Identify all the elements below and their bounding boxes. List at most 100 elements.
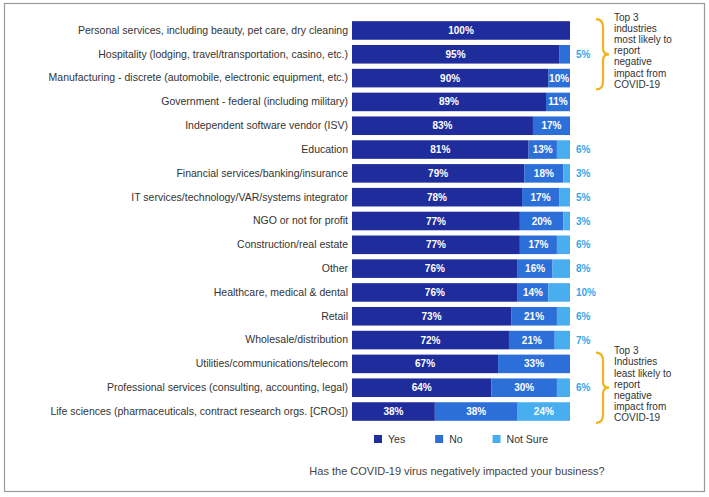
- data-label: 6%: [576, 311, 591, 322]
- bar-segment: [352, 259, 518, 278]
- y-tick: Retail: [321, 310, 348, 322]
- bar-segment: [570, 116, 571, 135]
- data-label: 24%: [534, 406, 554, 417]
- y-tick: Independent software vendor (ISV): [185, 119, 348, 131]
- y-tick: Healthcare, medical & dental: [214, 286, 348, 298]
- bar-segment: [520, 212, 564, 231]
- bar-segment: [570, 355, 571, 374]
- y-tick-label: IT services/technology/VAR/systems integ…: [131, 191, 348, 203]
- bar-segment: [548, 69, 570, 88]
- data-label: 90%: [440, 73, 460, 84]
- y-tick-label: Personal services, including beauty, pet…: [78, 24, 348, 36]
- data-labels: 100%95%90%89%83%81%79%78%77%77%76%76%73%…: [383, 25, 596, 417]
- bar-segment: [559, 45, 570, 64]
- data-label: 78%: [427, 192, 447, 203]
- bar-segment: [352, 212, 520, 231]
- bar-segment: [518, 259, 553, 278]
- y-tick: Manufacturing - discrete (automobile, el…: [49, 71, 348, 83]
- data-label: 3%: [576, 168, 591, 179]
- bar-segment: [555, 331, 570, 350]
- bars: [352, 21, 570, 421]
- y-tick-label: Retail: [321, 310, 348, 322]
- data-label: 67%: [415, 358, 435, 369]
- bar-segment: [352, 402, 435, 421]
- legend-label: Yes: [388, 433, 405, 445]
- y-tick: Professional services (consulting, accou…: [107, 381, 348, 393]
- y-tick: Government - federal (including military…: [161, 95, 348, 107]
- bar-segment: [518, 402, 570, 421]
- data-label: 18%: [534, 168, 554, 179]
- bar-segment: [570, 93, 571, 112]
- bar-segment: [352, 140, 529, 159]
- y-tick-label: Life sciences (pharmaceuticals, contract…: [50, 405, 348, 417]
- data-label: 5%: [576, 49, 591, 60]
- bar-segment: [435, 402, 518, 421]
- data-label: 64%: [412, 382, 432, 393]
- y-tick-label: Hospitality (lodging, travel/transportat…: [98, 48, 348, 60]
- data-label: 79%: [428, 168, 448, 179]
- y-tick-label: Government - federal (including military…: [161, 95, 348, 107]
- y-tick-label: Utilities/communications/telecom: [196, 357, 349, 369]
- legend-label: No: [449, 433, 463, 445]
- data-label: 72%: [420, 335, 440, 346]
- data-label: 17%: [541, 120, 561, 131]
- bar-segment: [570, 21, 571, 40]
- bar-segment: [352, 93, 546, 112]
- data-label: 13%: [533, 144, 553, 155]
- bar-segment: [570, 21, 571, 40]
- y-tick: Wholesale/distribution: [245, 333, 348, 345]
- legend-label: Not Sure: [507, 433, 549, 445]
- data-label: 100%: [448, 25, 474, 36]
- data-label: 77%: [426, 216, 446, 227]
- y-tick-label: Professional services (consulting, accou…: [107, 381, 348, 393]
- bar-segment: [498, 355, 570, 374]
- title: Has the COVID-19 virus negatively impact…: [309, 465, 604, 477]
- bar-segment: [511, 307, 557, 326]
- data-label: 76%: [425, 287, 445, 298]
- data-label: 21%: [522, 335, 542, 346]
- legend-swatch: [374, 435, 382, 443]
- annotation: Top 3Industriesleast likely toreportnega…: [614, 345, 672, 423]
- bar-segment: [352, 283, 518, 302]
- data-label: 17%: [528, 239, 548, 250]
- bar-segment: [352, 331, 509, 350]
- data-label: 21%: [524, 311, 544, 322]
- bar-segment: [546, 93, 570, 112]
- y-tick-label: Other: [322, 262, 349, 274]
- data-label: 30%: [514, 382, 534, 393]
- y-tick-label: Education: [301, 143, 348, 155]
- y-tick: Construction/real estate: [237, 238, 348, 250]
- bar-segment: [352, 236, 520, 255]
- y-tick: Utilities/communications/telecom: [196, 357, 349, 369]
- bar-segment: [557, 378, 570, 397]
- data-label: 11%: [548, 96, 568, 107]
- data-label: 89%: [439, 96, 459, 107]
- data-label: 6%: [576, 382, 591, 393]
- data-label: 5%: [576, 192, 591, 203]
- bar-segment: [557, 140, 570, 159]
- y-tick-label: Financial services/banking/insurance: [176, 167, 348, 179]
- annotation: Top 3industriesmost likely toreportnegat…: [614, 12, 672, 90]
- data-label: 73%: [422, 311, 442, 322]
- data-label: 6%: [576, 144, 591, 155]
- bar-segment: [524, 164, 563, 183]
- bar-segment: [520, 236, 557, 255]
- data-label: 7%: [576, 335, 591, 346]
- bar-segment: [352, 69, 548, 88]
- bar-segment: [533, 116, 570, 135]
- bar-segment: [352, 21, 570, 40]
- data-label: 38%: [466, 406, 486, 417]
- bar-segment: [563, 164, 570, 183]
- data-label: 38%: [383, 406, 403, 417]
- data-label: 77%: [426, 239, 446, 250]
- y-tick: NGO or not for profit: [253, 214, 348, 226]
- bar-segment: [352, 45, 559, 64]
- bar-segment: [352, 378, 492, 397]
- frame: [5, 4, 705, 492]
- brace: [596, 19, 609, 89]
- bar-segment: [522, 188, 559, 207]
- legend: Yes No Not Sure: [374, 433, 548, 445]
- y-tick-label: Construction/real estate: [237, 238, 348, 250]
- data-label: 20%: [532, 216, 552, 227]
- y-tick: Other: [322, 262, 349, 274]
